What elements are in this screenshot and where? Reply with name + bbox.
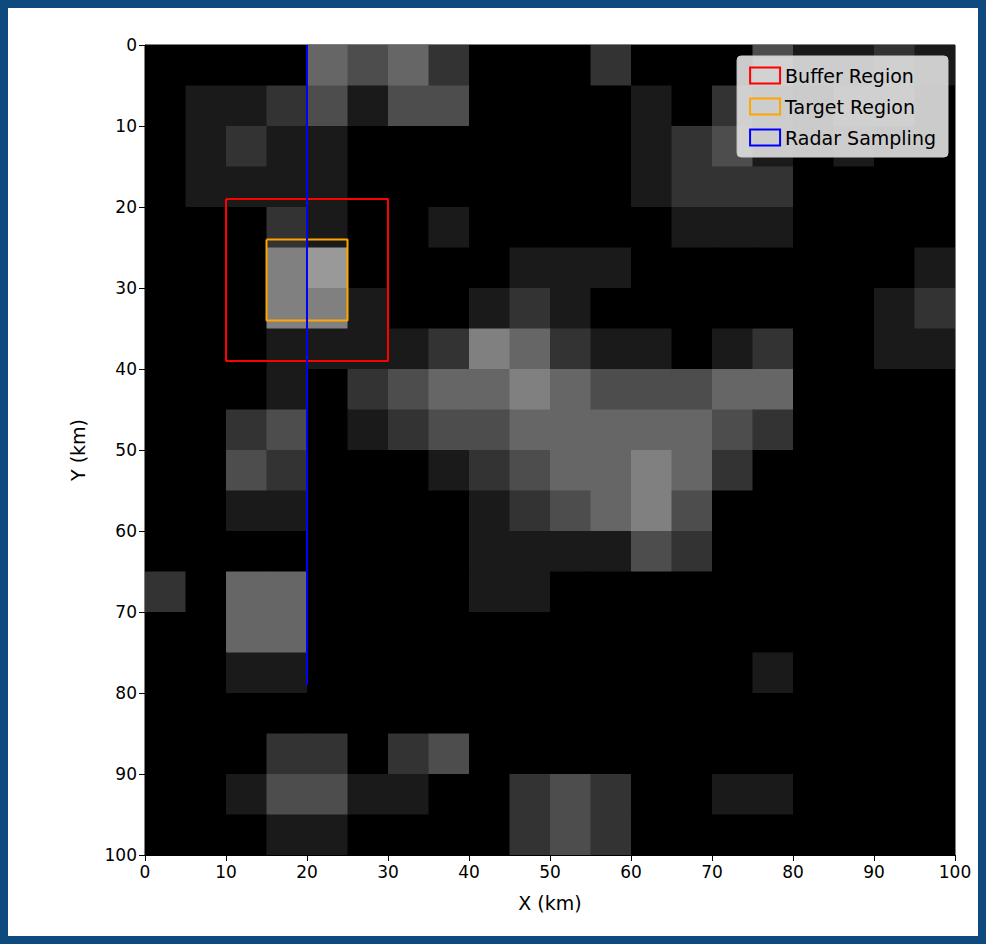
svg-text:Y (km): Y (km) <box>67 419 89 482</box>
svg-text:70: 70 <box>701 862 723 882</box>
svg-text:30: 30 <box>377 862 399 882</box>
svg-text:90: 90 <box>115 764 137 784</box>
svg-text:100: 100 <box>105 845 137 865</box>
svg-text:90: 90 <box>863 862 885 882</box>
svg-text:60: 60 <box>620 862 642 882</box>
svg-text:70: 70 <box>115 602 137 622</box>
svg-text:40: 40 <box>458 862 480 882</box>
svg-text:40: 40 <box>115 359 137 379</box>
svg-text:60: 60 <box>115 521 137 541</box>
svg-text:Radar Sampling: Radar Sampling <box>785 127 936 149</box>
svg-text:20: 20 <box>115 197 137 217</box>
svg-text:0: 0 <box>140 862 151 882</box>
svg-text:20: 20 <box>296 862 318 882</box>
svg-text:100: 100 <box>939 862 971 882</box>
svg-text:50: 50 <box>539 862 561 882</box>
svg-text:10: 10 <box>215 862 237 882</box>
svg-text:10: 10 <box>115 116 137 136</box>
svg-text:X (km): X (km) <box>518 892 581 914</box>
svg-text:80: 80 <box>782 862 804 882</box>
svg-text:30: 30 <box>115 278 137 298</box>
svg-text:50: 50 <box>115 440 137 460</box>
svg-text:Target Region: Target Region <box>784 96 915 118</box>
svg-text:0: 0 <box>126 35 137 55</box>
svg-text:Buffer Region: Buffer Region <box>785 65 914 87</box>
svg-text:80: 80 <box>115 683 137 703</box>
